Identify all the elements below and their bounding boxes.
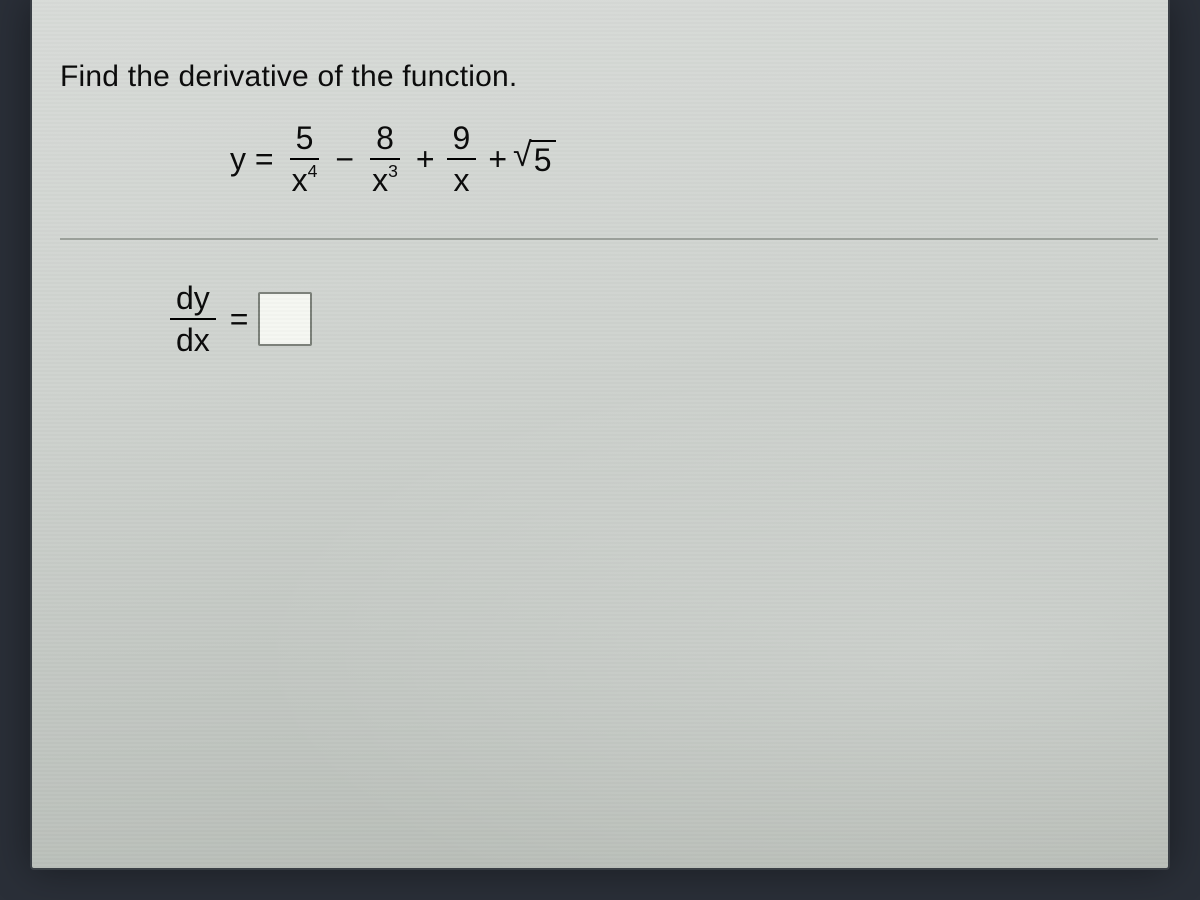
term-3-denominator: x	[447, 160, 475, 196]
answer-row: dy dx =	[60, 282, 1158, 356]
term-2-denominator: x3	[366, 160, 404, 196]
term-1-den-exp: 4	[308, 161, 318, 181]
dx-label: dx	[170, 320, 216, 356]
operator-3: +	[488, 141, 507, 178]
problem-prompt: Find the derivative of the function.	[60, 60, 1158, 94]
term-2-den-base: x	[372, 162, 388, 198]
dy-label: dy	[170, 282, 216, 320]
radical-icon: √	[513, 138, 532, 172]
term-2-fraction: 8 x3	[366, 122, 404, 196]
term-1-fraction: 5 x4	[286, 122, 324, 196]
term-3-den-base: x	[453, 162, 469, 198]
term-4-radicand: 5	[530, 140, 556, 179]
term-2-numerator: 8	[370, 122, 400, 160]
term-1-denominator: x4	[286, 160, 324, 196]
term-1-den-base: x	[292, 162, 308, 198]
term-4-sqrt: √ 5	[513, 140, 555, 179]
equals-sign: =	[230, 301, 249, 338]
problem-panel: Find the derivative of the function. y =…	[30, 0, 1170, 870]
content-region: Find the derivative of the function. y =…	[60, 60, 1158, 356]
term-1-numerator: 5	[290, 122, 320, 160]
term-3-fraction: 9 x	[447, 122, 477, 196]
term-2-den-exp: 3	[388, 161, 398, 181]
dy-dx-fraction: dy dx	[170, 282, 216, 356]
operator-2: +	[416, 141, 435, 178]
section-divider	[60, 238, 1158, 240]
answer-input[interactable]	[258, 292, 312, 346]
term-3-numerator: 9	[447, 122, 477, 160]
operator-1: −	[335, 141, 354, 178]
equation-lhs: y =	[230, 141, 274, 178]
given-equation: y = 5 x4 − 8 x3 + 9 x +	[60, 122, 1158, 196]
